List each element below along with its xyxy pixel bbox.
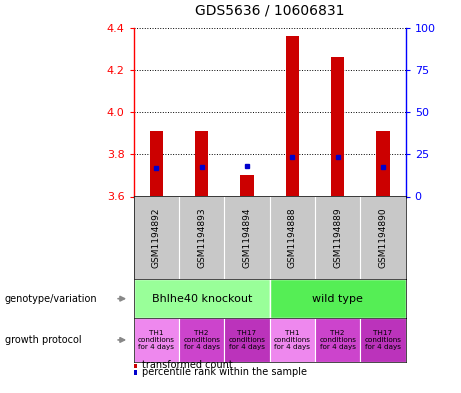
Bar bbox=[134, 364, 137, 368]
Text: TH17
conditions
for 4 days: TH17 conditions for 4 days bbox=[365, 330, 402, 350]
Bar bbox=[149, 131, 163, 196]
Bar bbox=[134, 279, 270, 318]
Bar bbox=[134, 370, 137, 375]
Bar bbox=[361, 318, 406, 362]
Text: Bhlhe40 knockout: Bhlhe40 knockout bbox=[152, 294, 252, 304]
Bar bbox=[195, 131, 208, 196]
Text: TH2
conditions
for 4 days: TH2 conditions for 4 days bbox=[319, 330, 356, 350]
Text: GSM1194893: GSM1194893 bbox=[197, 208, 206, 268]
Bar bbox=[270, 318, 315, 362]
Bar bbox=[285, 36, 299, 197]
Text: TH1
conditions
for 4 days: TH1 conditions for 4 days bbox=[274, 330, 311, 350]
Text: transformed count: transformed count bbox=[142, 360, 233, 371]
Text: GSM1194889: GSM1194889 bbox=[333, 208, 342, 268]
Text: GDS5636 / 10606831: GDS5636 / 10606831 bbox=[195, 4, 344, 18]
Text: TH1
conditions
for 4 days: TH1 conditions for 4 days bbox=[138, 330, 175, 350]
Bar bbox=[376, 131, 390, 196]
Text: TH2
conditions
for 4 days: TH2 conditions for 4 days bbox=[183, 330, 220, 350]
Text: TH17
conditions
for 4 days: TH17 conditions for 4 days bbox=[229, 330, 266, 350]
Bar bbox=[240, 175, 254, 196]
Text: percentile rank within the sample: percentile rank within the sample bbox=[142, 367, 307, 377]
Text: GSM1194890: GSM1194890 bbox=[378, 208, 388, 268]
Bar bbox=[315, 318, 361, 362]
Text: GSM1194892: GSM1194892 bbox=[152, 208, 161, 268]
Text: genotype/variation: genotype/variation bbox=[5, 294, 97, 304]
Bar bbox=[331, 57, 344, 196]
Text: growth protocol: growth protocol bbox=[5, 335, 81, 345]
Bar bbox=[179, 318, 225, 362]
Text: wild type: wild type bbox=[312, 294, 363, 304]
Bar bbox=[225, 318, 270, 362]
Text: GSM1194888: GSM1194888 bbox=[288, 208, 297, 268]
Bar bbox=[134, 318, 179, 362]
Bar bbox=[270, 279, 406, 318]
Text: GSM1194894: GSM1194894 bbox=[242, 208, 252, 268]
